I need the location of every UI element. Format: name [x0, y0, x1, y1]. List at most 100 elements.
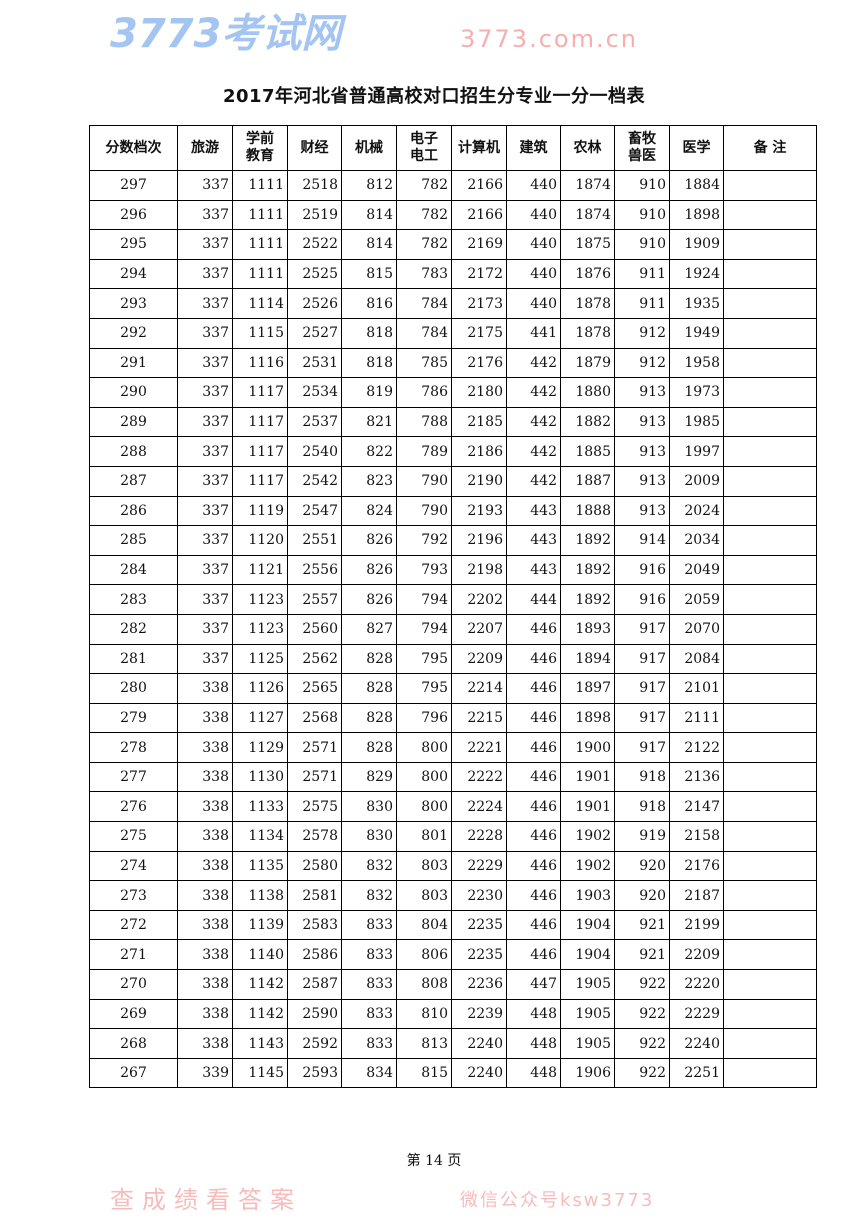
table-cell: 828	[341, 673, 397, 704]
table-cell: 910	[614, 199, 670, 231]
table-cell: 1898	[669, 199, 724, 231]
table-row: 269 338 1142 2590 833 810 2239 448 1905 922 2229	[89, 998, 817, 1030]
table-cell: 1875	[560, 229, 615, 260]
table-cell: 1909	[669, 229, 724, 260]
column-header: 电子 电工	[396, 125, 452, 171]
table-cell: 912	[614, 317, 670, 349]
table-cell: 2531	[287, 347, 342, 379]
table-cell: 1973	[669, 377, 724, 408]
table-cell: 446	[506, 880, 561, 911]
table-cell: 804	[396, 909, 452, 941]
table-cell: 274	[89, 850, 178, 882]
table-cell: 1127	[232, 702, 288, 734]
table-cell: 913	[614, 377, 670, 408]
table-cell: 1111	[232, 258, 288, 290]
table-cell: 2214	[451, 673, 507, 704]
table-cell: 2193	[451, 495, 507, 527]
table-cell: 1117	[232, 465, 288, 497]
table-cell: 337	[177, 288, 233, 319]
table-cell: 283	[89, 584, 178, 615]
table-cell: 440	[506, 229, 561, 260]
table-cell: 920	[614, 880, 670, 911]
column-header: 医学	[669, 125, 724, 171]
table-cell: 448	[506, 998, 561, 1030]
table-cell: 2568	[287, 702, 342, 734]
table-cell: 1903	[560, 880, 615, 911]
table-cell: 1878	[560, 288, 615, 319]
table-cell: 339	[177, 1057, 233, 1089]
table-cell: 2215	[451, 702, 507, 734]
table-cell: 446	[506, 909, 561, 941]
table-cell: 1902	[560, 850, 615, 882]
table-cell: 442	[506, 406, 561, 438]
table-cell: 2571	[287, 761, 342, 793]
table-cell: 2251	[669, 1057, 724, 1089]
table-cell: 337	[177, 199, 233, 231]
table-cell: 814	[341, 199, 397, 231]
table-cell: 1133	[232, 791, 288, 823]
table-cell: 912	[614, 347, 670, 379]
table-cell: 824	[341, 495, 397, 527]
table-row: 275 338 1134 2578 830 801 2228 446 1902 919 2158	[89, 821, 817, 852]
table-cell: 2235	[451, 909, 507, 941]
table-cell: 922	[614, 969, 670, 1000]
table-cell	[723, 969, 817, 1000]
table-cell: 2084	[669, 643, 724, 675]
table-cell: 801	[396, 821, 452, 852]
table-cell: 1958	[669, 347, 724, 379]
table-cell: 800	[396, 791, 452, 823]
table-cell: 815	[341, 258, 397, 290]
table-cell	[723, 702, 817, 734]
table-cell: 2575	[287, 791, 342, 823]
table-row: 290 337 1117 2534 819 786 2180 442 1880 913 1973	[89, 377, 817, 408]
column-header: 旅游	[177, 125, 233, 171]
table-cell: 833	[341, 998, 397, 1030]
table-cell: 337	[177, 229, 233, 260]
table-cell: 446	[506, 702, 561, 734]
table-row: 271 338 1140 2586 833 806 2235 446 1904 921 2209	[89, 939, 817, 971]
table-cell: 442	[506, 347, 561, 379]
table-cell: 2228	[451, 821, 507, 852]
table-cell: 830	[341, 821, 397, 852]
table-cell: 803	[396, 850, 452, 882]
table-cell: 919	[614, 821, 670, 852]
table-cell: 278	[89, 732, 178, 763]
table-cell: 2122	[669, 732, 724, 763]
table-cell: 2209	[451, 643, 507, 675]
table-cell	[723, 732, 817, 763]
table-cell: 1120	[232, 525, 288, 556]
table-cell: 917	[614, 673, 670, 704]
table-cell: 293	[89, 288, 178, 319]
table-cell: 291	[89, 347, 178, 379]
table-cell: 1111	[232, 199, 288, 231]
table-cell	[723, 939, 817, 971]
table-cell: 1138	[232, 880, 288, 911]
table-cell: 2070	[669, 613, 724, 645]
column-header: 分数档次	[89, 125, 178, 171]
table-cell: 447	[506, 969, 561, 1000]
table-row: 272 338 1139 2583 833 804 2235 446 1904 921 2199	[89, 909, 817, 941]
table-cell: 2175	[451, 317, 507, 349]
table-cell: 2101	[669, 673, 724, 704]
table-cell: 1892	[560, 584, 615, 615]
table-cell	[723, 909, 817, 941]
table-cell: 2229	[451, 850, 507, 882]
table-cell: 1885	[560, 436, 615, 467]
table-cell: 338	[177, 732, 233, 763]
table-cell: 2147	[669, 791, 724, 823]
table-cell: 443	[506, 495, 561, 527]
table-cell: 2240	[451, 1028, 507, 1059]
score-table: 分数档次 旅游 学前 教育 财经 机械 电子 电工 计算机 建筑 农林 畜牧 兽医 医学备 注 29…	[89, 125, 817, 1089]
table-cell: 830	[341, 791, 397, 823]
table-cell: 823	[341, 465, 397, 497]
table-cell	[723, 613, 817, 645]
table-cell: 279	[89, 702, 178, 734]
table-cell: 338	[177, 821, 233, 852]
table-cell: 1135	[232, 850, 288, 882]
table-cell	[723, 288, 817, 319]
table-cell: 2518	[287, 170, 342, 201]
table-cell: 442	[506, 436, 561, 467]
table-cell: 790	[396, 495, 452, 527]
table-cell: 826	[341, 584, 397, 615]
table-cell: 1997	[669, 436, 724, 467]
